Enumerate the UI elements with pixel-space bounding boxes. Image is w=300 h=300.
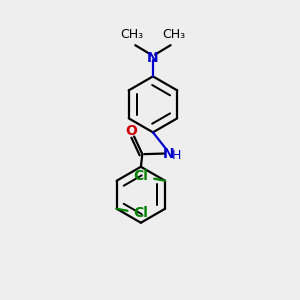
Text: CH₃: CH₃ [163, 28, 186, 41]
Text: N: N [162, 146, 174, 161]
Text: O: O [125, 124, 137, 138]
Text: Cl: Cl [134, 206, 148, 220]
Text: CH₃: CH₃ [120, 28, 143, 41]
Text: H: H [172, 148, 181, 161]
Text: Cl: Cl [133, 169, 148, 183]
Text: N: N [147, 51, 159, 65]
